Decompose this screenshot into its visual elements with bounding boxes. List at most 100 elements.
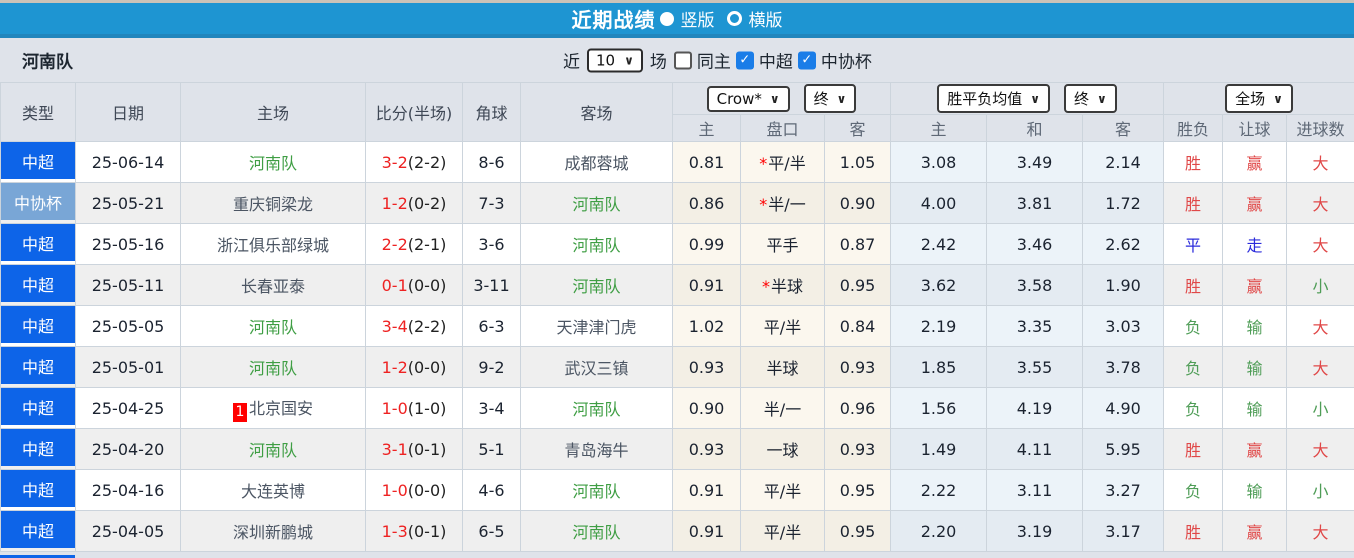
away-team-name: 河南队 bbox=[572, 523, 621, 542]
cell-avg-away: 1.90 bbox=[1082, 264, 1165, 306]
match-row: 中超 25-05-01 河南队 1-2(0-0) 9-2 武汉三镇 0.93 半球 0.93 1.… bbox=[0, 346, 1354, 388]
cell-avg-home: 1.85 bbox=[890, 346, 988, 388]
results-table: 类型 日期 主场 比分(半场) 角球 客场 Crow* ∨ 终 ∨ bbox=[0, 82, 1354, 552]
cell-handicap: *半球 bbox=[740, 264, 825, 306]
cell-away-team: 河南队 bbox=[520, 387, 673, 429]
full-time-score: 1-2 bbox=[381, 357, 408, 377]
cell-odds-away: 0.84 bbox=[823, 305, 892, 347]
cell-odds-away: 0.93 bbox=[823, 428, 892, 470]
cell-home-team: 重庆铜梁龙 bbox=[180, 182, 366, 224]
odds-company-select[interactable]: Crow* ∨ bbox=[706, 85, 790, 112]
cell-handicap: 平/半 bbox=[740, 469, 825, 511]
away-team-name: 成都蓉城 bbox=[564, 154, 629, 173]
subcol-handicap-result: 让球 bbox=[1222, 114, 1288, 142]
layout-option-unselected[interactable]: 横版 bbox=[726, 6, 783, 31]
away-team-name: 河南队 bbox=[572, 400, 621, 419]
cell-odds-home: 0.91 bbox=[672, 264, 741, 306]
unchecked-checkbox[interactable] bbox=[673, 51, 692, 69]
cell-avg-away: 3.27 bbox=[1082, 469, 1165, 511]
cell-handicap-result: 输 bbox=[1222, 346, 1288, 388]
half-time-score: (0-1) bbox=[407, 439, 447, 459]
cell-league-type: 中超 bbox=[0, 346, 76, 388]
cell-date: 25-04-25 bbox=[75, 387, 181, 429]
home-team-name: 浙江俱乐部绿城 bbox=[216, 236, 329, 255]
league-badge: 中超 bbox=[1, 511, 75, 548]
away-team-name: 河南队 bbox=[572, 277, 621, 296]
cell-avg-home: 2.42 bbox=[890, 223, 988, 265]
live-star-icon: * bbox=[761, 277, 770, 296]
cell-odds-away: 0.95 bbox=[823, 469, 892, 511]
cell-avg-home: 2.22 bbox=[890, 469, 988, 511]
layout-option-label: 横版 bbox=[748, 11, 783, 31]
cell-avg-draw: 3.55 bbox=[986, 346, 1084, 388]
cell-handicap: 半/一 bbox=[740, 387, 825, 429]
layout-options: 竖版 横版 bbox=[659, 6, 783, 31]
cell-score: 1-3(0-1) bbox=[365, 510, 463, 552]
avg-time-select[interactable]: 终 ∨ bbox=[1064, 84, 1117, 113]
cell-handicap-result: 输 bbox=[1222, 305, 1288, 347]
cell-corners: 3-6 bbox=[462, 223, 521, 265]
cell-avg-away: 3.17 bbox=[1082, 510, 1165, 552]
full-time-score: 2-2 bbox=[381, 234, 408, 254]
cell-date: 25-05-05 bbox=[75, 305, 181, 347]
subcol-handicap: 盘口 bbox=[740, 114, 825, 142]
match-row: 中超 25-04-25 1 北京国安 1-0(1-0) 3-4 河南队 0.90 半/一 0.96… bbox=[0, 387, 1354, 429]
cell-league-type: 中超 bbox=[0, 141, 76, 183]
top-divider bbox=[0, 0, 1354, 3]
cell-avg-home: 1.56 bbox=[890, 387, 988, 429]
half-time-score: (2-1) bbox=[407, 234, 447, 254]
cell-odds-home: 0.91 bbox=[672, 510, 741, 552]
league-badge: 中超 bbox=[1, 306, 75, 343]
cell-odds-away: 0.95 bbox=[823, 510, 892, 552]
cell-score: 1-2(0-2) bbox=[365, 182, 463, 224]
match-row: 中超 25-04-20 河南队 3-1(0-1) 5-1 青岛海牛 0.93 一球 0.93 1.… bbox=[0, 428, 1354, 470]
layout-option-selected[interactable]: 竖版 bbox=[659, 6, 715, 31]
cell-handicap-result: 走 bbox=[1222, 223, 1288, 265]
cell-result: 负 bbox=[1163, 387, 1224, 429]
cell-away-team: 河南队 bbox=[520, 223, 673, 265]
cell-handicap: 平/半 bbox=[740, 510, 825, 552]
full-time-score: 0-1 bbox=[381, 275, 408, 295]
match-count-select[interactable]: 10 ∨ bbox=[587, 48, 643, 72]
cell-home-team: 浙江俱乐部绿城 bbox=[180, 223, 366, 265]
cell-corners: 6-5 bbox=[462, 510, 521, 552]
away-team-name: 武汉三镇 bbox=[564, 359, 629, 378]
odds-time-select[interactable]: 终 ∨ bbox=[803, 84, 857, 113]
cell-result: 胜 bbox=[1163, 182, 1224, 224]
cell-corners: 4-6 bbox=[462, 469, 521, 511]
league-badge: 中超 bbox=[1, 224, 75, 261]
away-team-name: 青岛海牛 bbox=[564, 441, 629, 460]
filter-label: 中协杯 bbox=[820, 52, 872, 73]
cell-avg-home: 3.62 bbox=[890, 264, 988, 306]
cell-odds-away: 0.87 bbox=[823, 223, 892, 265]
cell-score: 3-2(2-2) bbox=[365, 141, 463, 183]
cell-home-team: 河南队 bbox=[180, 428, 366, 470]
cell-result: 胜 bbox=[1163, 510, 1224, 552]
half-time-score: (2-2) bbox=[407, 152, 447, 172]
home-team-name: 长春亚泰 bbox=[240, 277, 305, 296]
result-group-header: 全场 ∨ bbox=[1163, 82, 1354, 115]
checked-checkbox[interactable]: ✓ bbox=[735, 51, 754, 69]
cell-goals-result: 大 bbox=[1286, 428, 1354, 470]
home-team-name: 北京国安 bbox=[248, 398, 313, 418]
result-scope-select[interactable]: 全场 ∨ bbox=[1225, 84, 1293, 113]
radio-icon[interactable] bbox=[726, 11, 742, 26]
cell-home-team: 河南队 bbox=[180, 141, 366, 183]
half-time-score: (1-0) bbox=[407, 398, 447, 418]
cell-league-type: 中超 bbox=[0, 264, 76, 306]
panel-title: 近期战绩 bbox=[571, 8, 656, 32]
away-team-name: 河南队 bbox=[572, 482, 621, 501]
cell-avg-home: 1.49 bbox=[890, 428, 988, 470]
cell-goals-result: 小 bbox=[1286, 264, 1354, 306]
chevron-down-icon: ∨ bbox=[1030, 91, 1041, 106]
cell-avg-away: 1.72 bbox=[1082, 182, 1165, 224]
home-team-name: 河南队 bbox=[248, 154, 297, 173]
title-bar: 近期战绩 竖版 横版 bbox=[0, 3, 1354, 38]
checked-checkbox[interactable]: ✓ bbox=[797, 51, 816, 69]
home-team-name: 深圳新鹏城 bbox=[232, 523, 313, 542]
half-time-score: (2-2) bbox=[407, 316, 447, 336]
radio-icon[interactable] bbox=[659, 11, 674, 26]
col-header-home: 主场 bbox=[180, 82, 366, 142]
cell-handicap: 半球 bbox=[740, 346, 825, 388]
avg-type-select[interactable]: 胜平负均值 ∨ bbox=[937, 84, 1051, 113]
